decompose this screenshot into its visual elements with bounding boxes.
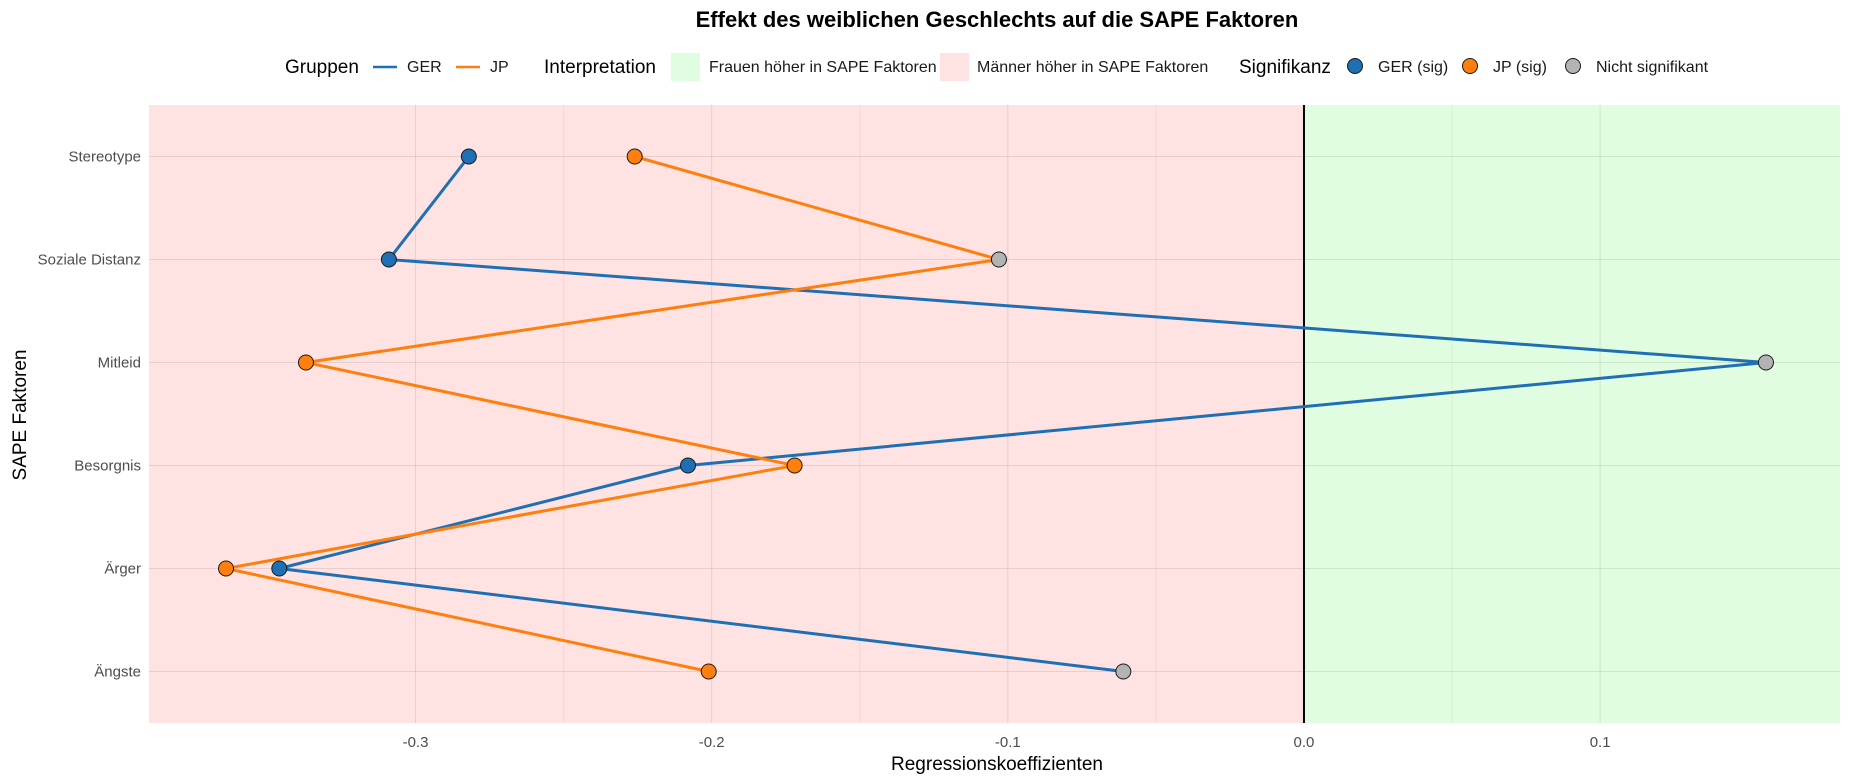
plot-area: -0.3 -0.2 -0.1 0.0 0.1 Stereotype Soziale Dist… [38,105,1840,751]
legend-label-jp-sig: JP (sig) [1493,59,1547,76]
legend-key-maenner-region [940,53,969,81]
series-line-ger [277,155,1768,673]
legend-key-jp-sig [1462,58,1478,74]
x-tick-label: -0.3 [403,734,429,751]
y-tick-label: Ärger [104,561,141,578]
legend-label-ger: GER [407,59,442,76]
x-tick-label: -0.1 [995,734,1021,751]
data-point-ger [380,251,397,268]
data-point-jp [700,663,717,680]
data-point-ger [1115,663,1132,680]
legend-label-frauen: Frauen höher in SAPE Faktoren [709,59,937,76]
data-point-jp [786,457,803,474]
legend-key-ger-sig [1347,58,1363,74]
data-point-ger [679,457,696,474]
y-tick-label: Mitleid [98,355,141,372]
legend-title-interpretation: Interpretation [544,57,656,78]
legend-label-jp: JP [490,59,509,76]
data-point-ger [460,148,477,165]
y-axis-title: SAPE Faktoren [10,350,31,481]
legend: Gruppen GER JP Interpretation Frauen höh… [285,53,1709,81]
y-tick-label: Besorgnis [74,458,141,475]
x-tick-label: 0.0 [1294,734,1315,751]
data-point-ger [1757,354,1774,371]
y-tick-label: Ängste [94,664,141,681]
data-point-jp [626,148,643,165]
data-point-jp [217,560,234,577]
legend-title-groups: Gruppen [285,57,359,78]
legend-label-maenner: Männer höher in SAPE Faktoren [977,59,1208,76]
legend-key-frauen-region [671,53,700,81]
chart-title: Effekt des weiblichen Geschlechts auf di… [696,7,1299,32]
x-axis-title: Regressionskoeffizienten [891,754,1103,775]
x-tick-label: 0.1 [1590,734,1611,751]
data-point-jp [990,251,1007,268]
x-tick-label: -0.2 [699,734,725,751]
y-tick-label: Stereotype [68,149,141,166]
region-frauen-hoeher [1303,105,1840,723]
region-maenner-hoeher [149,105,1304,723]
legend-title-significance: Signifikanz [1239,57,1331,78]
data-point-ger [271,560,288,577]
legend-key-nicht-sig [1565,58,1581,74]
legend-label-nicht-sig: Nicht signifikant [1596,59,1709,76]
y-tick-label: Soziale Distanz [38,252,141,269]
data-point-jp [297,354,314,371]
legend-label-ger-sig: GER (sig) [1378,59,1448,76]
series-line-jp [224,155,1001,673]
